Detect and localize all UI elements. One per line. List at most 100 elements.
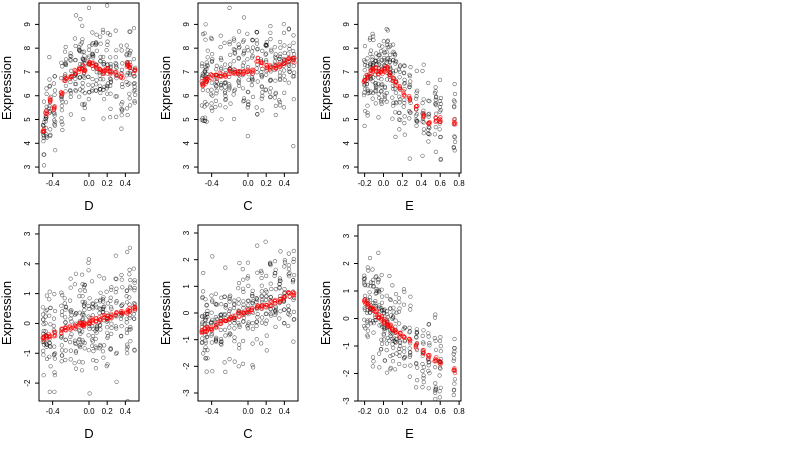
observed-point (67, 340, 73, 345)
y-tick-label: 7 (23, 69, 32, 74)
observed-point (245, 276, 250, 281)
observed-point (268, 295, 274, 300)
observed-point (228, 62, 233, 67)
observed-point (223, 93, 228, 99)
fitted-point (437, 359, 442, 364)
observed-point (227, 325, 232, 330)
x-tick-label: 0.4 (279, 407, 291, 416)
fitted-point (228, 69, 233, 74)
observed-point (246, 298, 251, 303)
observed-point (219, 65, 224, 70)
observed-point (47, 344, 52, 349)
fitted-point (292, 56, 297, 61)
y-tick-label: 0 (23, 321, 32, 326)
observed-point (93, 336, 98, 342)
observed-point (452, 336, 457, 342)
observed-point (250, 45, 256, 50)
fitted-point (407, 94, 412, 99)
fitted-point (278, 64, 283, 69)
observed-point (397, 306, 402, 311)
observed-point (278, 39, 283, 45)
observed-point (223, 97, 228, 102)
observed-point (210, 254, 215, 259)
observed-point (228, 101, 233, 106)
observed-point (438, 366, 443, 371)
observed-point (427, 343, 432, 348)
observed-point (278, 45, 283, 50)
observed-point (52, 88, 58, 93)
observed-point (223, 89, 228, 94)
observed-point (259, 294, 264, 299)
fitted-point (120, 311, 125, 317)
observed-point (82, 75, 87, 80)
observed-point (52, 292, 57, 297)
observed-point (402, 325, 407, 330)
observed-point (277, 281, 282, 286)
observed-point (245, 64, 251, 70)
fitted-point (413, 104, 419, 109)
observed-point (90, 52, 95, 58)
observed-point (94, 41, 99, 46)
observed-point (451, 351, 456, 357)
observed-point (204, 119, 209, 124)
fitted-point (427, 353, 432, 358)
observed-point (124, 288, 129, 294)
observed-point (388, 331, 393, 336)
observed-point (98, 41, 103, 46)
fitted-point (213, 72, 218, 77)
observed-point (362, 123, 367, 129)
observed-point (426, 386, 431, 391)
observed-point (264, 72, 269, 77)
y-tick-label: 8 (342, 45, 351, 50)
observed-point (391, 310, 396, 315)
observed-point (124, 43, 129, 48)
observed-point (370, 96, 375, 101)
y-tick-label: 3 (182, 164, 191, 169)
observed-point (363, 59, 368, 65)
observed-point (263, 297, 269, 303)
observed-point (286, 26, 292, 31)
fitted-point (209, 324, 214, 330)
observed-point (402, 80, 408, 86)
observed-point (72, 312, 78, 317)
observed-point (127, 91, 132, 96)
fitted-point (218, 74, 224, 79)
observed-point (287, 69, 292, 74)
observed-point (434, 347, 439, 352)
observed-point (391, 100, 396, 105)
observed-point (67, 88, 73, 93)
observed-point (93, 344, 98, 349)
observed-point (398, 97, 403, 102)
observed-point (208, 92, 214, 97)
fitted-point (254, 305, 259, 311)
observed-point (119, 82, 125, 87)
observed-point (227, 42, 232, 47)
x-tick-label: 0.2 (261, 179, 273, 188)
x-tick-label: 0.0 (378, 179, 390, 188)
fitted-point (269, 303, 274, 308)
fitted-point (290, 56, 295, 61)
fitted-point (132, 304, 138, 310)
observed-point (124, 347, 129, 352)
observed-point (105, 325, 110, 330)
observed-point (98, 327, 103, 332)
y-tick-label: 1 (23, 291, 32, 296)
observed-point (362, 305, 367, 310)
observed-point (241, 39, 246, 44)
observed-point (43, 321, 48, 326)
fitted-point (63, 325, 68, 330)
observed-point (201, 289, 206, 294)
observed-point (94, 358, 99, 364)
observed-point (201, 73, 206, 78)
observed-point (438, 95, 444, 101)
observed-point (78, 288, 83, 293)
observed-point (401, 104, 406, 109)
observed-point (397, 300, 402, 305)
observed-point (48, 127, 53, 132)
observed-point (379, 272, 384, 278)
fitted-point (58, 90, 64, 95)
fitted-points (199, 55, 297, 89)
observed-point (420, 119, 425, 124)
observed-point (80, 37, 85, 42)
observed-point (379, 88, 384, 94)
